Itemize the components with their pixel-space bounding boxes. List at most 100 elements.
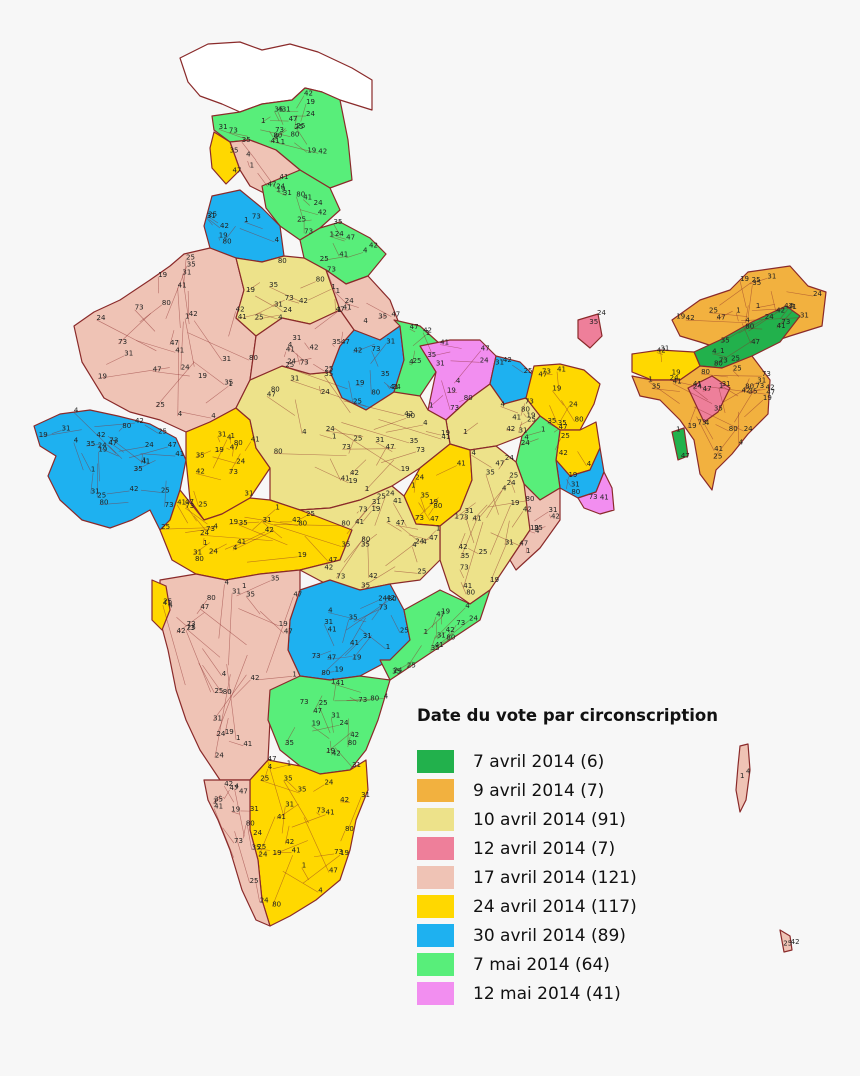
constituency-border	[277, 111, 284, 125]
constituency-border	[238, 524, 288, 546]
constituency-border	[651, 388, 680, 392]
constituency-number: 80	[316, 276, 325, 284]
constituency-border	[212, 439, 228, 469]
constituency-border	[422, 332, 432, 353]
constituency-number: 31	[757, 376, 766, 384]
constituency-border	[274, 138, 281, 145]
constituency-border	[233, 679, 251, 698]
constituency-number: 47	[538, 370, 547, 378]
constituency-number: 19	[371, 505, 380, 513]
constituency-number: 42	[686, 314, 695, 322]
constituency-border	[133, 460, 156, 472]
constituency-border	[318, 385, 322, 394]
constituency-border	[313, 784, 325, 792]
constituency-border	[362, 510, 372, 522]
constituency-border	[195, 450, 212, 458]
constituency-number: 73	[229, 468, 238, 476]
constituency-border	[333, 684, 337, 701]
constituency-border	[554, 438, 562, 451]
constituency-number: 35	[752, 279, 761, 287]
constituency-border	[342, 309, 349, 311]
region-mp-north-pink	[249, 309, 355, 381]
constituency-number: 80	[406, 412, 415, 420]
constituency-number: 47	[703, 385, 712, 393]
constituency-number: 41	[141, 458, 150, 466]
constituency-number: 31	[436, 360, 445, 368]
constituency-number: 47	[430, 515, 439, 523]
constituency-border	[542, 373, 553, 375]
constituency-number: 19	[219, 231, 228, 239]
constituency-number: 25	[198, 500, 207, 508]
constituency-number: 31	[219, 123, 228, 131]
constituency-number: 80	[321, 669, 330, 677]
constituency-number: 42	[318, 147, 327, 155]
constituency-number: 42	[404, 410, 413, 418]
constituency-number: 1	[185, 313, 189, 321]
constituency-border	[376, 448, 386, 466]
constituency-border	[468, 548, 479, 555]
constituency-border	[162, 605, 186, 686]
constituency-number: 4	[746, 767, 751, 775]
constituency-border	[360, 600, 379, 609]
constituency-number: 42	[304, 90, 313, 98]
constituency-border	[577, 451, 587, 467]
constituency-number: 24	[597, 309, 606, 317]
constituency-border	[206, 217, 213, 226]
constituency-border	[182, 274, 190, 325]
constituency-number: 41	[251, 436, 260, 444]
constituency-number: 41	[271, 137, 280, 145]
constituency-border	[263, 521, 342, 547]
constituency-border	[360, 533, 378, 547]
constituency-number: 31	[207, 212, 216, 220]
region-tripura	[671, 427, 689, 461]
constituency-number: 4	[472, 449, 477, 457]
constituency-border	[378, 315, 387, 319]
constituency-number: 47	[396, 519, 405, 527]
constituency-number: 80	[521, 406, 530, 414]
legend-label: 10 avril 2014 (91)	[473, 809, 626, 830]
constituency-number: 41	[328, 625, 337, 633]
constituency-number: 80	[345, 825, 354, 833]
legend-item: 12 avril 2014 (7)	[417, 834, 747, 863]
constituency-number: 47	[681, 452, 690, 460]
legend-swatch	[417, 953, 454, 976]
constituency-border	[302, 199, 310, 206]
constituency-number: 42	[340, 796, 349, 804]
constituency-number: 47	[429, 534, 438, 542]
constituency-number: 47	[784, 302, 793, 310]
constituency-border	[311, 725, 330, 739]
constituency-border	[425, 431, 442, 436]
constituency-number: 42	[369, 242, 378, 250]
constituency-number: 80	[701, 368, 710, 376]
constituency-number: 19	[490, 576, 499, 584]
legend-item: 17 avril 2014 (121)	[417, 863, 747, 892]
region-sikkim	[577, 313, 603, 349]
constituency-border	[413, 479, 416, 493]
constituency-border	[284, 825, 290, 845]
constituency-number: 1	[386, 643, 390, 651]
constituency-border	[313, 363, 325, 372]
constituency-border	[428, 395, 444, 408]
constituency-number: 31	[571, 480, 580, 488]
constituency-number: 42	[251, 674, 260, 682]
legend-label: 30 avril 2014 (89)	[473, 925, 626, 946]
legend-item: 12 mai 2014 (41)	[417, 979, 747, 1008]
constituency-border	[222, 827, 235, 844]
constituency-border	[660, 350, 663, 363]
constituency-border	[549, 514, 552, 519]
constituency-number: 47	[481, 345, 490, 353]
constituency-number: 35	[558, 419, 567, 427]
constituency-border	[269, 140, 319, 154]
constituency-border	[304, 535, 329, 562]
constituency-border	[437, 631, 447, 640]
constituency-number: 80	[348, 739, 357, 747]
constituency-number: 4	[168, 602, 173, 610]
legend-item: 30 avril 2014 (89)	[417, 921, 747, 950]
constituency-border	[409, 328, 416, 333]
constituency-number: 24	[505, 454, 514, 462]
constituency-number: 25	[257, 843, 266, 851]
constituency-number: 42	[292, 516, 301, 524]
constituency-number: 31	[91, 488, 100, 496]
constituency-number: 4	[211, 412, 216, 420]
constituency-border	[326, 271, 337, 294]
